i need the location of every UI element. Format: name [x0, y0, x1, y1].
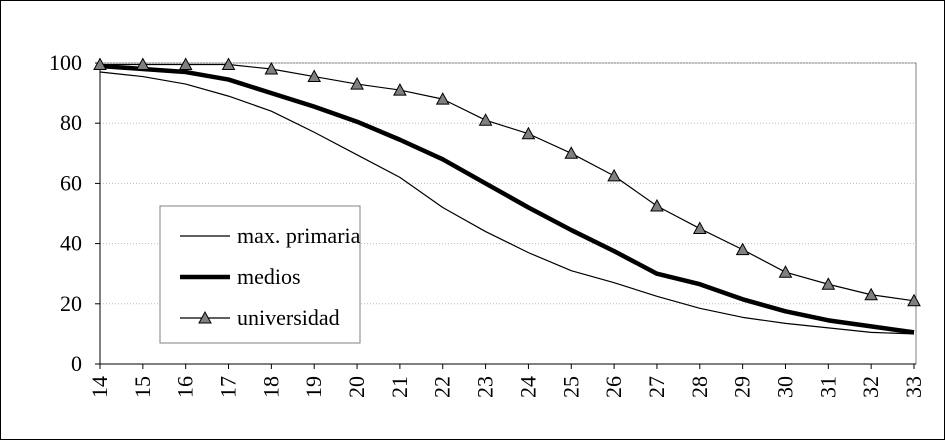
x-tick-label: 31: [815, 376, 840, 398]
legend-label: max. primaria: [237, 223, 361, 248]
point-marker: [735, 242, 750, 256]
point-marker: [435, 92, 450, 105]
y-tick-label: 0: [71, 351, 82, 376]
x-tick-label: 22: [430, 376, 455, 398]
point-marker: [778, 265, 793, 278]
x-tick-label: 19: [301, 376, 326, 398]
x-tick-label: 23: [473, 376, 498, 398]
x-tick-label: 26: [601, 376, 626, 398]
legend-label: universidad: [237, 305, 340, 330]
point-marker: [264, 61, 279, 75]
y-tick-label: 100: [49, 50, 82, 75]
point-marker: [692, 221, 707, 235]
series-line: [99, 63, 915, 335]
y-tick-label: 20: [60, 291, 82, 316]
x-tick-label: 32: [858, 376, 883, 398]
x-tick-label: 30: [772, 376, 797, 398]
point-marker: [907, 293, 921, 307]
point-marker: [864, 287, 879, 301]
x-tick-label: 18: [258, 376, 283, 398]
point-marker: [135, 57, 150, 71]
point-marker: [93, 57, 107, 71]
point-marker: [478, 113, 493, 126]
x-tick-label: 20: [344, 376, 369, 398]
y-tick-label: 80: [60, 110, 82, 135]
legend-box: [159, 205, 361, 344]
point-marker: [521, 126, 536, 140]
series-line: [100, 63, 915, 302]
point-marker: [564, 146, 579, 159]
point-marker: [393, 83, 407, 96]
series-line: [99, 71, 915, 335]
point-marker: [350, 77, 364, 90]
x-tick-label: 33: [901, 376, 926, 398]
legend-label: medios: [237, 264, 301, 289]
legend-marker: [198, 310, 212, 324]
y-tick-label: 60: [60, 170, 82, 195]
x-tick-label: 21: [387, 376, 412, 398]
x-tick-label: 15: [130, 376, 155, 398]
point-marker: [178, 57, 193, 71]
x-tick-label: 14: [87, 376, 112, 398]
x-tick-label: 24: [515, 376, 540, 398]
point-marker: [821, 277, 836, 290]
x-tick-label: 16: [173, 376, 198, 398]
x-tick-label: 17: [216, 376, 241, 398]
x-tick-label: 28: [687, 376, 712, 398]
x-tick-label: 29: [730, 376, 755, 398]
point-marker: [221, 57, 236, 71]
point-marker: [607, 168, 621, 182]
point-marker: [307, 69, 322, 83]
x-tick-label: 25: [558, 376, 583, 398]
point-marker: [650, 198, 664, 212]
y-tick-label: 40: [60, 231, 82, 256]
x-tick-label: 27: [644, 376, 669, 398]
